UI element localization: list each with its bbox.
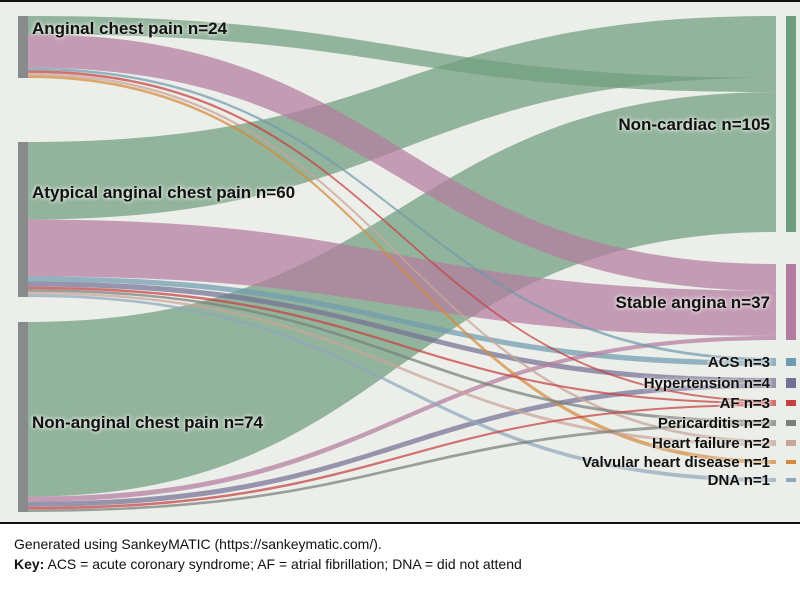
target-label-dna: DNA n=1 — [708, 472, 770, 489]
target-node-noncardiac — [786, 16, 796, 232]
target-node-dna — [786, 478, 796, 482]
footer-credit: Generated using SankeyMATIC (https://san… — [14, 536, 786, 552]
source-label-nonanginal: Non-anginal chest pain n=74 — [32, 413, 263, 433]
source-node-anginal — [18, 16, 28, 78]
footer-key-text: ACS = acute coronary syndrome; AF = atri… — [47, 556, 521, 572]
sankey-chart: Anginal chest pain n=24 Atypical anginal … — [0, 0, 800, 524]
target-label-noncardiac: Non-cardiac n=105 — [618, 115, 770, 135]
target-label-valvular: Valvular heart disease n=1 — [582, 454, 770, 471]
source-label-atypical: Atypical anginal chest pain n=60 — [32, 183, 295, 203]
target-node-pericarditis — [786, 420, 796, 426]
target-node-af — [786, 400, 796, 406]
target-label-heartfailure: Heart failure n=2 — [652, 435, 770, 452]
target-node-acs — [786, 358, 796, 366]
target-node-valvular — [786, 460, 796, 464]
figure-footer: Generated using SankeyMATIC (https://san… — [0, 524, 800, 576]
target-label-hypertension: Hypertension n=4 — [644, 375, 770, 392]
target-node-hypertension — [786, 378, 796, 388]
source-node-atypical — [18, 142, 28, 297]
source-node-nonanginal — [18, 322, 28, 512]
sankey-figure: Anginal chest pain n=24 Atypical anginal … — [0, 0, 800, 596]
target-label-pericarditis: Pericarditis n=2 — [658, 415, 770, 432]
target-label-af: AF n=3 — [720, 395, 770, 412]
target-node-heartfailure — [786, 440, 796, 446]
source-label-anginal: Anginal chest pain n=24 — [32, 19, 227, 39]
target-label-stableangina: Stable angina n=37 — [616, 293, 770, 313]
footer-key: Key: ACS = acute coronary syndrome; AF =… — [14, 556, 786, 572]
target-node-stableangina — [786, 264, 796, 340]
footer-key-label: Key: — [14, 556, 44, 572]
target-label-acs: ACS n=3 — [708, 354, 770, 371]
